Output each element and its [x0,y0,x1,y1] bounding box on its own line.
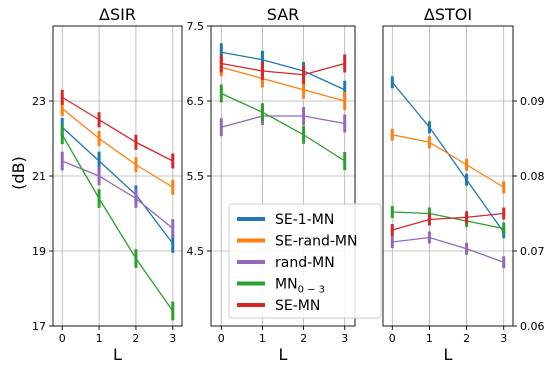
series-se-rand-mn [390,128,506,194]
y-tick-label: 17 [32,320,46,333]
series-mn0-3 [219,84,347,170]
series-line [391,81,505,233]
x-tick-label: 1 [96,332,103,345]
x-tick-label: 0 [389,332,396,345]
legend-label: SE-rand-MN [275,234,357,250]
x-tick-label: 3 [169,332,176,345]
series-line [392,236,504,263]
legend-entry: SE-MN [237,298,320,314]
legend-entry: SE-1-MN [237,212,334,228]
y-tick-label: 0.09 [520,95,545,108]
series-se-mn [60,89,175,169]
series-line [392,212,504,231]
x-tick-label: 0 [218,332,225,345]
x-tick-label: 2 [132,332,139,345]
legend-box [228,203,382,319]
series-rand-mn [390,231,506,269]
y-tick-label: 19 [32,245,46,258]
x-tick-label: 1 [259,332,266,345]
series-line [221,62,345,76]
series-line [61,126,174,244]
series-line [221,66,345,102]
x-tick-label: 2 [463,332,470,345]
series-line [392,211,504,230]
y-tick-label: 0.06 [520,320,545,333]
series-rand-mn [60,151,175,238]
series-mn0-3 [390,206,506,235]
legend-entry: SE-rand-MN [237,234,357,250]
legend-subscript: 0 − 3 [298,285,325,296]
panel-title: SAR [267,5,300,24]
series-se-rand-mn [60,101,175,195]
legend-label: rand-MN [275,255,335,271]
series-se-1-mn [60,117,175,253]
y-tick-label: 4.5 [187,245,205,258]
x-axis-label: L [279,345,288,364]
legend-entry: rand-MN [237,255,335,271]
y-tick-label: 5.5 [187,170,205,183]
series-line [221,92,346,162]
y-tick-label: 6.5 [187,95,205,108]
legend-label: SE-1-MN [275,212,334,228]
panel-title: ΔSIR [99,5,136,24]
y-tick-label: 0.07 [520,245,545,258]
series-se-mn [219,54,347,84]
series-rand-mn [219,107,347,137]
x-tick-label: 2 [300,332,307,345]
panel-3: 0 1 2 3 0.06 0.07 0.08 0.09 ΔSTOI L [382,5,545,364]
y-tick-label: 7.5 [187,20,205,33]
legend-label: SE-MN [275,298,320,314]
x-axis-label: L [113,345,122,364]
series-se-1-mn [390,76,506,239]
series-se-1-mn [219,43,347,99]
series-line [61,134,174,312]
y-tick-label: 0.08 [520,170,545,183]
series-line [392,134,505,188]
y-tick-label: 21 [32,170,46,183]
x-tick-label: 0 [59,332,66,345]
series-line [61,160,174,230]
series-line [221,115,345,128]
x-tick-label: 3 [341,332,348,345]
y-tick-label: 23 [32,95,46,108]
series-mn0-3 [60,125,175,321]
series-se-mn [390,207,506,236]
series-line [61,96,174,162]
x-tick-label: 1 [426,332,433,345]
series-line [61,107,174,188]
x-tick-label: 3 [500,332,507,345]
series-line [221,51,345,91]
figure-ylabel: (dB) [9,156,28,190]
x-axis-label: L [444,345,453,364]
panel-title: ΔSTOI [424,5,472,24]
